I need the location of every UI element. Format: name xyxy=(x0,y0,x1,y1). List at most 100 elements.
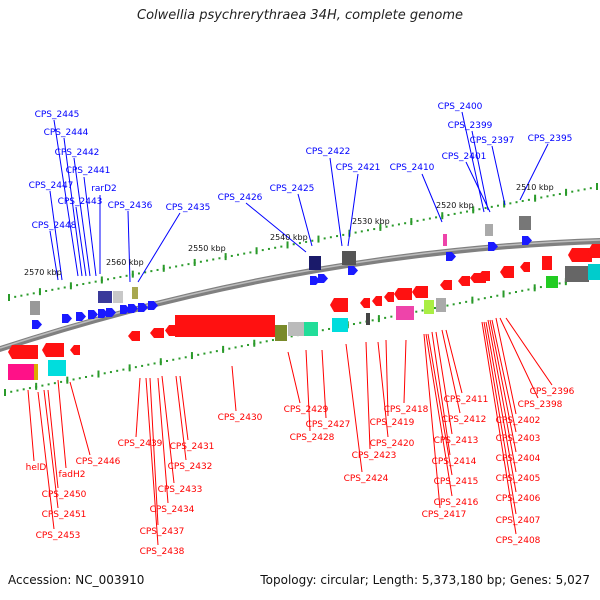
gene-label: CPS_2419 xyxy=(370,418,415,428)
gene-label-line xyxy=(305,349,311,432)
reverse-gene-box xyxy=(175,315,275,337)
lower-tick-dot xyxy=(446,304,449,307)
gene-label: CPS_2418 xyxy=(384,405,429,415)
lower-tick-major xyxy=(66,376,69,384)
scale-label: 2510 kbp xyxy=(516,183,554,192)
gene-label: CPS_2423 xyxy=(352,451,397,461)
reverse-gene-arrow xyxy=(150,328,164,338)
gene-label-line xyxy=(145,377,159,546)
upper-tick-dot xyxy=(261,249,264,252)
upper-tick-dot xyxy=(459,211,462,214)
gene-label: CPS_2405 xyxy=(496,474,541,484)
gene-label-line xyxy=(495,317,517,415)
upper-tick-dot xyxy=(243,252,246,255)
lower-tick-dot xyxy=(178,357,181,360)
upper-tick-major xyxy=(596,183,598,190)
reverse-gene-box xyxy=(48,360,66,376)
forward-gene-box xyxy=(113,291,123,303)
gene-label: CPS_2427 xyxy=(306,420,351,430)
upper-tick-dot xyxy=(144,271,147,274)
scale-label: 2530 kbp xyxy=(352,217,390,226)
scale-label: 2520 kbp xyxy=(436,201,474,210)
lower-tick-dot xyxy=(415,310,418,313)
gene-label: CPS_2407 xyxy=(496,516,541,526)
upper-tick-dot xyxy=(466,210,469,213)
upper-tick-dot xyxy=(305,240,308,243)
gene-label-line xyxy=(425,333,453,497)
gene-label-line xyxy=(465,161,491,213)
lower-tick-dot xyxy=(16,389,19,392)
gene-label: CPS_2439 xyxy=(118,439,163,449)
lower-tick-dot xyxy=(91,374,94,377)
gene-label: CPS_2433 xyxy=(158,485,203,495)
upper-tick-dot xyxy=(137,272,140,275)
upper-tick-major xyxy=(69,282,72,290)
reverse-gene-box xyxy=(546,276,558,288)
lower-tick-dot xyxy=(433,307,436,310)
gene-label: CPS_2398 xyxy=(518,400,563,410)
upper-tick-dot xyxy=(342,233,345,236)
forward-gene-box xyxy=(132,287,138,299)
gene-label: CPS_2441 xyxy=(66,166,111,176)
upper-tick-dot xyxy=(521,200,524,203)
lower-tick-dot xyxy=(134,366,137,369)
lower-tick-major xyxy=(471,296,474,304)
gene-label-line xyxy=(365,341,371,450)
upper-tick-dot xyxy=(509,202,512,205)
forward-gene-arrow xyxy=(348,266,358,275)
reverse-gene-arrow xyxy=(440,280,452,290)
upper-tick-dot xyxy=(577,189,580,192)
gene-label: CPS_2395 xyxy=(528,134,573,144)
lower-tick-dot xyxy=(172,358,175,361)
upper-tick-dot xyxy=(397,223,400,226)
gene-label: CPS_2414 xyxy=(432,457,477,467)
lower-tick-dot xyxy=(321,329,324,332)
gene-label: CPS_2445 xyxy=(35,110,80,120)
gene-label: CPS_2425 xyxy=(270,184,315,194)
forward-gene-box xyxy=(30,301,40,315)
gene-label-line xyxy=(347,173,359,247)
upper-tick-dot xyxy=(125,274,128,277)
upper-tick-dot xyxy=(435,216,438,219)
gene-label-line xyxy=(427,333,453,476)
gene-label-line xyxy=(487,319,517,473)
lower-tick-dot xyxy=(539,286,542,289)
gene-label-line xyxy=(461,111,485,213)
upper-tick-major xyxy=(565,188,568,196)
forward-gene-arrow xyxy=(318,274,328,283)
gene-label: CPS_2438 xyxy=(140,547,185,557)
upper-tick-dot xyxy=(366,229,369,232)
gene-label-line xyxy=(137,212,181,283)
gene-label: CPS_2416 xyxy=(434,498,479,508)
gene-label-line xyxy=(441,329,461,414)
upper-tick-dot xyxy=(571,190,574,193)
gene-label: CPS_2412 xyxy=(442,415,487,425)
lower-tick-dot xyxy=(290,335,293,338)
gene-label-line xyxy=(321,349,327,419)
upper-tick-major xyxy=(410,218,413,226)
upper-tick-dot xyxy=(187,263,190,266)
gene-label: CPS_2404 xyxy=(496,454,541,464)
upper-tick-dot xyxy=(82,282,85,285)
forward-gene-arrow xyxy=(488,242,498,251)
lower-tick-major xyxy=(377,315,380,323)
lower-tick-dot xyxy=(184,356,187,359)
reverse-gene-arrow xyxy=(42,343,64,357)
reverse-gene-arrow xyxy=(128,331,140,341)
gene-label: CPS_2401 xyxy=(442,152,487,162)
lower-tick-dot xyxy=(514,291,517,294)
lower-tick-major xyxy=(128,364,131,372)
upper-tick-dot xyxy=(329,236,332,239)
upper-tick-dot xyxy=(14,295,17,298)
lower-tick-dot xyxy=(116,369,119,372)
lower-tick-major xyxy=(533,284,536,292)
gene-label: CPS_2429 xyxy=(284,405,329,415)
lower-tick-dot xyxy=(247,343,250,346)
forward-gene-arrow xyxy=(138,303,148,312)
upper-tick-dot xyxy=(26,293,29,296)
upper-tick-dot xyxy=(589,187,592,190)
gene-label: helD xyxy=(26,463,47,473)
gene-label: CPS_2448 xyxy=(32,221,77,231)
gene-label-line xyxy=(47,389,59,489)
gene-label: CPS_2436 xyxy=(108,201,153,211)
